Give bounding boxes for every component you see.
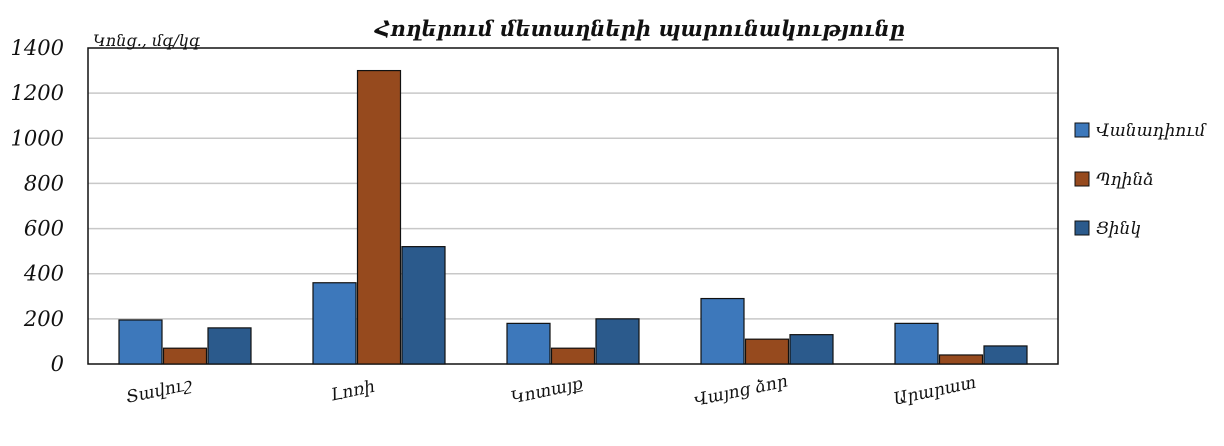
y-tick-label: 800 [24,171,64,195]
y-tick-label: 1400 [11,36,64,60]
bar [162,347,208,365]
legend-swatch [1074,171,1090,187]
legend-label: Պղինձ [1096,170,1154,190]
x-axis-ticks: Տավուշ Լոռի Կոտայք Վայոց ձոր Արարատ [124,371,978,410]
y-tick-label: 400 [23,262,64,286]
chart-title: Հողերում մետաղների պարունակությունը [374,16,905,41]
bar [894,322,939,365]
x-tick-label: Վայոց ձոր [692,371,789,410]
x-tick-label: Տավուշ [124,374,194,408]
legend-swatch [1074,220,1090,236]
bar [744,338,790,365]
bar [700,297,745,365]
x-tick-label: Արարատ [892,373,978,410]
y-tick-label: 0 [51,352,64,376]
bar [595,318,640,365]
y-tick-label: 1000 [11,126,64,150]
bar [789,334,834,365]
bar [401,246,446,365]
bars [118,69,1028,365]
x-tick-label: Կոտայք [509,374,584,409]
legend: Վանադիում Պղինձ Ցինկ [1074,121,1208,239]
bar [938,354,984,365]
bar [506,322,551,365]
legend-swatch [1074,122,1090,138]
x-tick-label: Լոռի [329,377,377,406]
legend-label: Վանադիում [1096,121,1208,141]
bar [118,319,163,365]
y-tick-label: 600 [24,217,64,241]
bar [207,327,252,365]
bar [983,345,1028,365]
plot-area-border [87,47,1059,365]
legend-label: Ցինկ [1096,219,1141,239]
y-axis-ticks: 0 200 400 600 800 1000 1200 1400 [11,36,64,376]
bar [550,347,596,365]
y-axis-label: Կոնց., մգ/կգ [93,31,200,50]
y-tick-label: 200 [23,307,64,331]
gridlines [88,92,1058,320]
y-tick-label: 1200 [11,81,64,105]
bar [312,282,357,365]
bar [356,69,402,365]
